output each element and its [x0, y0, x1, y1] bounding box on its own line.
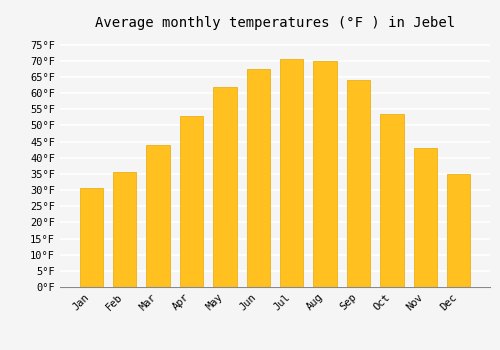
Bar — [180, 116, 203, 287]
Bar — [447, 174, 470, 287]
Bar — [380, 114, 404, 287]
Bar — [146, 145, 170, 287]
Bar — [414, 148, 437, 287]
Title: Average monthly temperatures (°F ) in Jebel: Average monthly temperatures (°F ) in Je… — [95, 16, 455, 30]
Bar — [280, 59, 303, 287]
Bar — [113, 172, 136, 287]
Bar — [246, 69, 270, 287]
Bar — [314, 61, 337, 287]
Bar — [347, 80, 370, 287]
Bar — [80, 188, 103, 287]
Bar — [213, 87, 236, 287]
